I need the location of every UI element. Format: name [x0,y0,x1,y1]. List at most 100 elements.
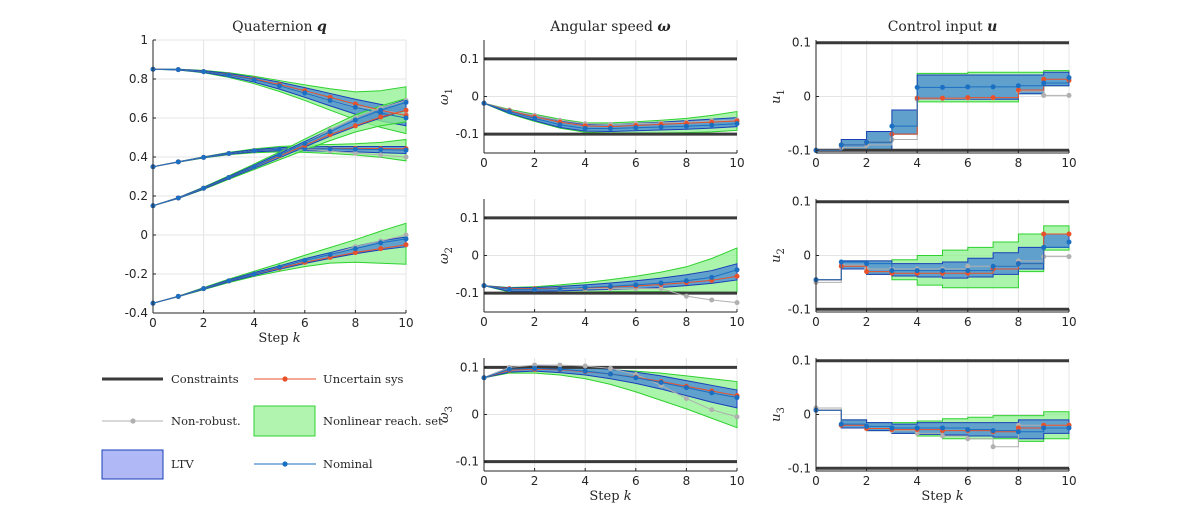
nominal-marker [1066,75,1072,81]
legend-marker-uncertain [282,376,288,382]
nominal-marker [734,395,740,401]
nominal-marker [864,139,870,145]
nominal-marker [940,268,945,274]
x-tick-label: 4 [913,474,921,488]
nonrobust-marker [582,363,588,369]
y-tick-label: 0 [471,408,479,422]
y-tick-label: 0 [803,249,811,263]
nominal-marker [378,147,384,153]
x-axis-label: Step k [921,489,963,504]
nominal-marker [226,72,232,78]
x-tick-label: 0 [480,156,488,170]
legend: Constraints Uncertain sys Non-robust. No… [101,372,443,480]
nominal-marker [940,84,945,90]
uncertain-marker [1015,425,1021,431]
nominal-marker [914,425,920,431]
nominal-marker [608,126,613,132]
y-axis-label: ω2 [437,247,455,264]
nonrobust-marker [734,414,740,420]
nonrobust-marker [1066,92,1072,98]
y-tick-label: 0 [803,90,811,104]
nominal-marker [709,122,715,128]
nominal-marker [327,97,333,103]
panel-quaternion: 0 2 4 6 8 10 -0.4 -0.2 0 0.2 0.4 0.6 0.8 1 Quaternion … [125,19,414,346]
y-tick-label: 0.1 [792,354,811,368]
nominal-marker [175,293,181,299]
nominal-marker [889,123,895,129]
uncertain-marker [965,95,971,101]
y-tick-label: 0 [471,90,479,104]
nominal-marker [734,121,740,127]
uncertain-marker [403,242,409,248]
nominal-marker [352,246,358,252]
nonrobust-marker [658,286,664,292]
nominal-marker [277,83,282,89]
uncertain-marker [1066,231,1072,237]
uncertain-marker [990,95,996,101]
nonrobust-marker [403,154,409,160]
nominal-marker [683,385,689,391]
legend-marker-nominal [282,461,288,467]
nominal-marker [506,286,512,292]
nominal-marker [175,67,181,73]
y-tick-label: -0.1 [456,127,479,141]
legend-label-constraints: Constraints [171,372,239,386]
y-tick-label: -0.4 [125,306,148,320]
uncertain-marker [1041,231,1047,237]
x-tick-label: 2 [200,316,208,330]
x-tick-label: 8 [1015,315,1023,329]
legend-label-nonrobust: Non-robust. [171,414,241,428]
x-tick-label: 10 [1061,156,1076,170]
nominal-marker [506,109,512,115]
nonrobust-marker [683,395,689,401]
nominal-marker [532,115,538,121]
x-axis-label: Step k [589,489,631,504]
y-tick-label: -0.1 [788,143,811,157]
uncertain-marker [1015,87,1021,93]
x-tick-label: 2 [863,474,871,488]
nominal-marker [327,129,333,135]
y-tick-label: 0 [140,228,148,242]
nonrobust-marker [557,362,563,368]
nominal-marker [403,236,409,242]
x-tick-label: 10 [729,315,744,329]
panels: 0 2 4 6 8 10 -0.4 -0.2 0 0.2 0.4 0.6 0.8 1 Quaternion … [125,19,1077,504]
nominal-marker [1041,244,1047,250]
nominal-marker [709,390,715,396]
nominal-line [816,409,1069,433]
y-axis-label: ω1 [437,88,455,105]
legend-label-ltv: LTV [171,457,194,471]
nonrobust-marker [352,150,358,156]
nonrobust-marker [965,263,971,269]
nominal-marker [965,84,971,90]
nominal-marker [709,274,715,280]
nominal-marker [327,252,333,257]
nonrobust-marker [1041,92,1047,98]
x-tick-label: 8 [683,474,691,488]
legend-label-nlreach: Nonlinear reach. set [323,414,443,428]
nominal-marker [1015,429,1021,435]
nominal-marker [582,368,588,374]
x-tick-label: 6 [632,156,640,170]
y-tick-label: 0.4 [129,150,148,164]
nominal-marker [403,99,409,105]
panel-u2: 0 2 4 6 8 10-0.100.1u2 [769,195,1077,329]
nominal-marker [990,84,996,90]
nonrobust-line [816,256,1069,283]
x-tick-label: 10 [398,316,413,330]
x-tick-label: 0 [812,156,820,170]
nominal-marker [506,366,512,372]
nominal-marker [889,425,895,431]
y-axis-label: ω3 [437,406,455,423]
nominal-marker [403,147,409,153]
nominal-line [816,242,1070,281]
x-tick-label: 6 [964,474,972,488]
y-tick-label: 0.1 [792,195,811,209]
nonrobust-marker [709,407,715,413]
nominal-marker [251,271,257,277]
nominal-marker [201,185,207,191]
x-axis-label: Step k [258,331,300,346]
